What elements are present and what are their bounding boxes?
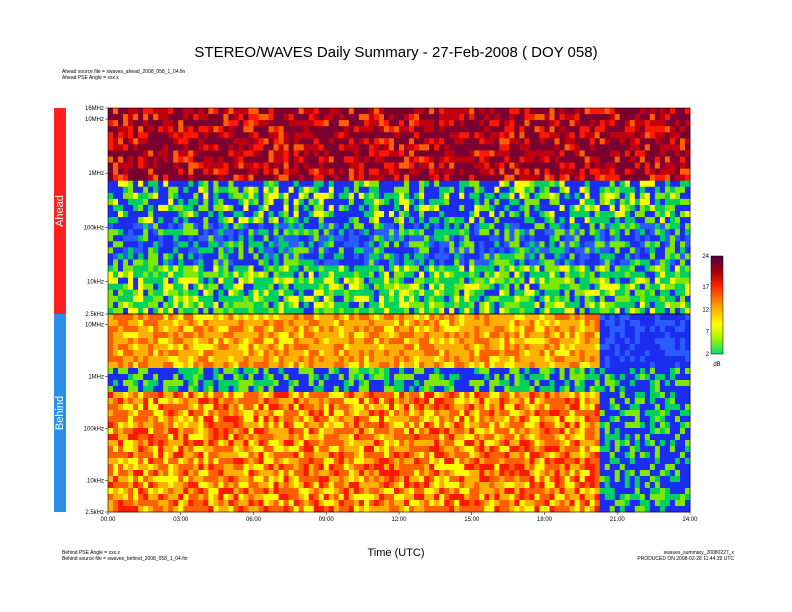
x-tick-label: 24:00 <box>682 517 698 523</box>
x-tick-label: 15:00 <box>464 517 480 523</box>
x-tick-label: 03:00 <box>173 517 189 523</box>
y-tick-label: 1MHz <box>88 375 104 381</box>
colorbar-scale <box>710 255 724 355</box>
y-tick-label: 10MHz <box>85 117 104 123</box>
product-info: swaves_summary_20080227_x PRODUCED ON 20… <box>637 550 734 562</box>
y-tick-label: 2.5kHz <box>85 312 104 318</box>
y-tick-label: 10kHz <box>87 479 104 485</box>
colorbar-unit: dB <box>713 362 720 368</box>
produced-on: PRODUCED ON 2008-02-28 11:44:39 UTC <box>637 556 734 562</box>
x-axis-label: Time (UTC) <box>367 547 425 559</box>
behind-info: Behind PSE Angle = xxx.x Behind source f… <box>62 550 188 562</box>
y-tick-label: 1MHz <box>88 171 104 177</box>
y-tick-label: 16MHz <box>85 106 104 112</box>
x-tick-label: 09:00 <box>319 517 335 523</box>
ahead-pse-angle: Ahead PSE Angle = xxx.x <box>62 75 119 81</box>
behind-source-file: Behind source file = swaves_behind_2008_… <box>62 556 188 562</box>
x-tick-label: 00:00 <box>100 517 116 523</box>
behind-panel <box>108 314 691 513</box>
x-tick-label: 12:00 <box>391 517 407 523</box>
colorbar-tick: 24 <box>702 254 709 260</box>
x-tick-label: 06:00 <box>246 517 262 523</box>
behind-label: Behind <box>54 396 66 430</box>
y-tick-label: 10kHz <box>87 279 104 285</box>
y-tick-label: 10MHz <box>85 323 104 329</box>
colorbar-tick: 2 <box>706 352 710 358</box>
x-tick-label: 18:00 <box>537 517 553 523</box>
x-tick-label: 21:00 <box>610 517 626 523</box>
y-tick-label: 100kHz <box>84 225 104 231</box>
ahead-label: Ahead <box>54 195 66 227</box>
y-tick-label: 100kHz <box>84 427 104 433</box>
ahead-band <box>54 108 66 314</box>
product-name: swaves_summary_20080227_x <box>663 550 734 556</box>
chart-title: STEREO/WAVES Daily Summary - 27-Feb-2008… <box>194 44 598 61</box>
ahead-source-file: Ahead source file = swaves_ahead_2008_05… <box>62 69 186 75</box>
colorbar-tick: 7 <box>706 330 710 336</box>
ahead-panel <box>108 108 691 315</box>
colorbar-tick: 12 <box>702 307 709 313</box>
colorbar: 24 17 12 7 2dB <box>702 254 724 368</box>
behind-band <box>54 314 66 512</box>
ahead-info: Ahead source file = swaves_ahead_2008_05… <box>62 69 185 81</box>
colorbar-tick: 17 <box>702 285 709 291</box>
y-tick-label: 2.5kHz <box>85 510 104 516</box>
behind-pse-angle: Behind PSE Angle = xxx.x <box>62 550 120 556</box>
